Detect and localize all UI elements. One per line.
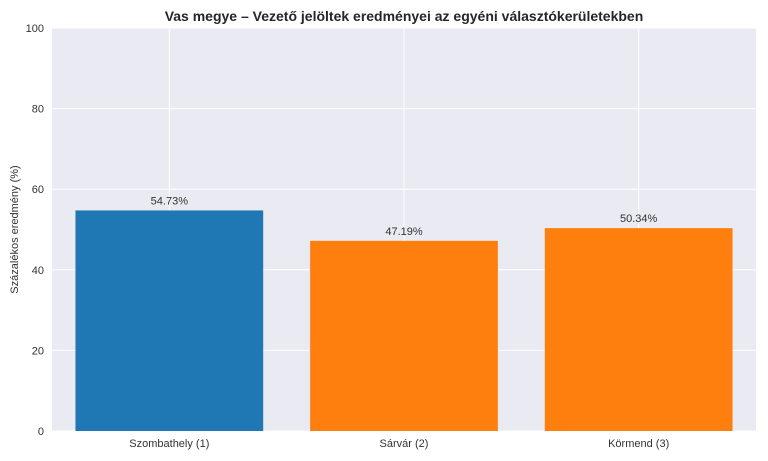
data-labels: 54.73% 47.19% 50.34% xyxy=(151,195,658,237)
bar xyxy=(310,240,498,431)
data-label: 50.34% xyxy=(620,213,658,225)
y-tick-label: 60 xyxy=(32,184,44,196)
x-tick-label: Szombathely (1) xyxy=(129,438,209,450)
data-label: 47.19% xyxy=(385,226,423,238)
bar xyxy=(544,228,733,431)
x-tick-label: Sárvár (2) xyxy=(380,438,429,450)
y-tick-label: 20 xyxy=(32,345,44,357)
y-tick-label: 0 xyxy=(38,426,44,438)
data-label: 54.73% xyxy=(151,195,189,207)
x-axis-ticks: Szombathely (1) Sárvár (2) Körmend (3) xyxy=(129,438,669,450)
y-tick-label: 80 xyxy=(32,104,44,116)
y-tick-label: 40 xyxy=(32,265,44,277)
bars-group xyxy=(75,210,733,431)
y-axis-label: Százalékos eredmény (%) xyxy=(9,165,21,293)
chart-title: Vas megye – Vezető jelöltek eredményei a… xyxy=(165,8,644,24)
bar xyxy=(75,210,264,431)
x-tick-label: Körmend (3) xyxy=(608,438,669,450)
y-axis-ticks: 0 20 40 60 80 100 xyxy=(26,23,44,438)
y-tick-label: 100 xyxy=(26,23,44,35)
